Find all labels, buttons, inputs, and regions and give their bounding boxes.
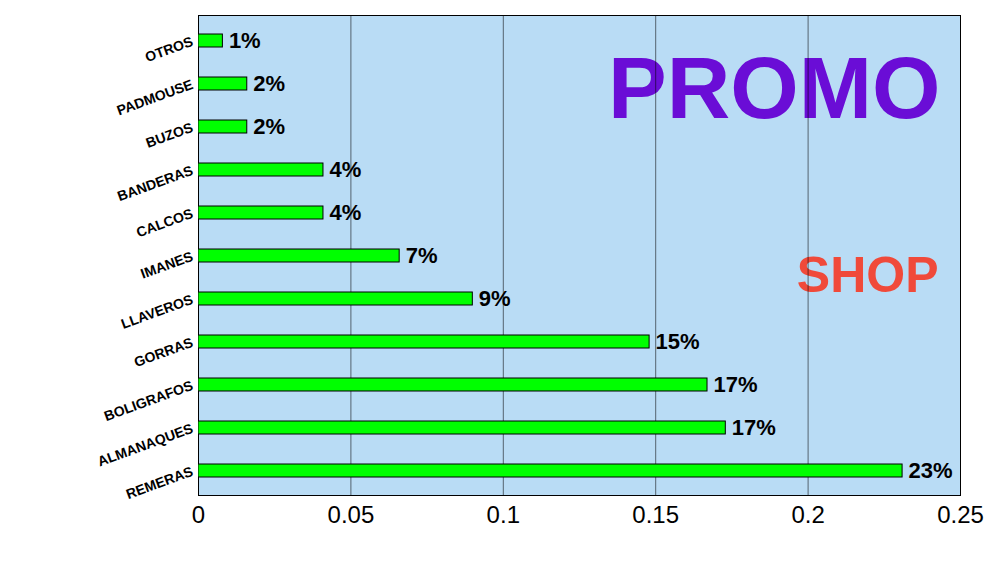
svg-text:OTROS: OTROS <box>143 33 195 65</box>
svg-text:BUZOS: BUZOS <box>144 119 196 151</box>
svg-text:1%: 1% <box>229 28 261 53</box>
svg-text:23%: 23% <box>909 458 953 483</box>
svg-text:0.15: 0.15 <box>632 501 679 528</box>
svg-text:2%: 2% <box>253 71 285 96</box>
svg-text:PADMOUSE: PADMOUSE <box>115 76 196 118</box>
svg-text:BOLIGRAFOS: BOLIGRAFOS <box>102 377 195 424</box>
svg-text:17%: 17% <box>732 415 776 440</box>
svg-text:PROMO: PROMO <box>608 38 940 137</box>
svg-text:9%: 9% <box>479 286 511 311</box>
svg-text:15%: 15% <box>656 329 700 354</box>
svg-text:0.1: 0.1 <box>487 501 520 528</box>
svg-text:0.25: 0.25 <box>937 501 984 528</box>
svg-text:17%: 17% <box>714 372 758 397</box>
svg-text:4%: 4% <box>329 200 361 225</box>
svg-text:GORRAS: GORRAS <box>132 334 195 370</box>
svg-text:0.2: 0.2 <box>791 501 824 528</box>
svg-text:2%: 2% <box>253 114 285 139</box>
svg-text:REMERAS: REMERAS <box>124 463 195 502</box>
svg-text:SHOP: SHOP <box>797 247 939 303</box>
svg-text:IMANES: IMANES <box>138 248 195 282</box>
svg-text:BANDERAS: BANDERAS <box>115 162 195 204</box>
svg-text:0: 0 <box>192 501 205 528</box>
svg-text:ALMANAQUES: ALMANAQUES <box>95 420 195 469</box>
svg-text:LLAVEROS: LLAVEROS <box>119 291 195 332</box>
svg-text:CALCOS: CALCOS <box>134 205 195 240</box>
svg-text:7%: 7% <box>406 243 438 268</box>
svg-text:0.05: 0.05 <box>328 501 375 528</box>
svg-text:4%: 4% <box>329 157 361 182</box>
